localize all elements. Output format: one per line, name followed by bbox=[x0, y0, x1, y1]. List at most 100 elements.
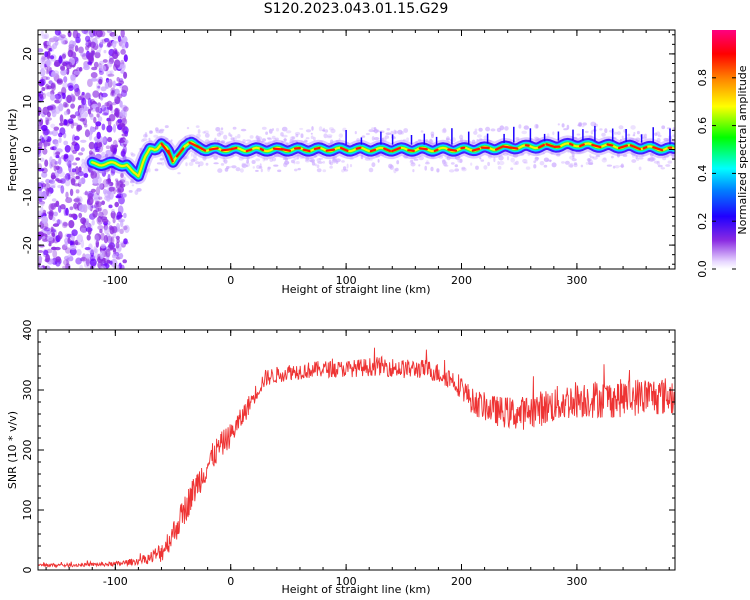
noise-speckle bbox=[93, 246, 97, 253]
noise-speckle bbox=[73, 83, 80, 93]
noise-speckle bbox=[38, 255, 43, 262]
halo-dot bbox=[332, 158, 337, 162]
noise-speckle bbox=[80, 52, 87, 57]
halo-dot bbox=[656, 137, 661, 143]
halo-dot bbox=[341, 160, 345, 163]
noise-speckle bbox=[112, 253, 117, 259]
halo-dot bbox=[255, 169, 259, 172]
halo-dot bbox=[523, 161, 528, 164]
noise-speckle bbox=[45, 254, 50, 263]
noise-speckle bbox=[55, 256, 61, 263]
halo-dot bbox=[316, 168, 322, 173]
halo-dot bbox=[601, 132, 606, 137]
halo-dot bbox=[493, 157, 496, 163]
halo-dot bbox=[428, 140, 434, 145]
noise-speckle bbox=[50, 185, 56, 189]
halo-dot bbox=[138, 147, 143, 150]
noise-speckle bbox=[78, 196, 83, 204]
noise-speckle bbox=[48, 80, 53, 85]
halo-dot bbox=[331, 158, 337, 164]
halo-dot bbox=[231, 165, 237, 169]
halo-dot bbox=[552, 131, 555, 136]
noise-speckle bbox=[80, 256, 87, 262]
noise-speckle bbox=[52, 249, 58, 259]
noise-speckle bbox=[54, 161, 59, 165]
halo-dot bbox=[313, 136, 316, 141]
halo-dot bbox=[190, 152, 193, 157]
halo-dot bbox=[220, 140, 226, 144]
halo-dot bbox=[245, 139, 252, 142]
y-tick-label: 400 bbox=[21, 320, 34, 341]
halo-dot bbox=[564, 160, 570, 165]
halo-dot bbox=[310, 135, 314, 139]
halo-dot bbox=[266, 137, 271, 140]
noise-speckle bbox=[64, 173, 71, 181]
halo-dot bbox=[566, 124, 570, 130]
halo-dot bbox=[304, 139, 308, 143]
halo-dot bbox=[273, 153, 280, 158]
halo-dot bbox=[418, 155, 424, 161]
halo-dot bbox=[256, 138, 261, 143]
noise-speckle bbox=[97, 85, 101, 89]
halo-dot bbox=[161, 161, 165, 166]
halo-dot bbox=[572, 155, 575, 159]
halo-dot bbox=[329, 165, 333, 169]
noise-speckle bbox=[106, 125, 113, 133]
halo-dot bbox=[154, 168, 159, 172]
halo-dot bbox=[316, 164, 320, 169]
noise-speckle bbox=[57, 219, 61, 225]
noise-speckle bbox=[68, 154, 74, 162]
noise-speckle bbox=[114, 112, 118, 116]
halo-dot bbox=[663, 154, 670, 158]
noise-speckle bbox=[105, 145, 111, 149]
ridge-peak bbox=[325, 148, 336, 152]
halo-dot bbox=[454, 155, 461, 161]
noise-speckle bbox=[115, 242, 120, 249]
halo-dot bbox=[436, 168, 440, 173]
halo-dot bbox=[177, 172, 181, 175]
noise-speckle bbox=[55, 219, 63, 225]
noise-speckle bbox=[100, 39, 104, 45]
ridge-peak bbox=[302, 148, 311, 153]
halo-dot bbox=[198, 161, 204, 167]
halo-dot bbox=[654, 132, 658, 136]
noise-speckle bbox=[120, 193, 127, 198]
noise-speckle bbox=[44, 141, 49, 148]
halo-dot bbox=[142, 138, 148, 142]
noise-speckle bbox=[106, 235, 113, 244]
noise-speckle bbox=[92, 30, 98, 37]
noise-speckle bbox=[102, 112, 109, 116]
halo-dot bbox=[485, 126, 491, 132]
figure-title: S120.2023.043.01.15.G29 bbox=[263, 1, 449, 17]
ridge-peak bbox=[642, 146, 648, 150]
noise-speckle bbox=[75, 189, 80, 194]
halo-dot bbox=[195, 161, 200, 165]
noise-speckle bbox=[43, 33, 50, 40]
halo-dot bbox=[578, 122, 582, 126]
noise-speckle bbox=[100, 65, 107, 72]
noise-speckle bbox=[95, 30, 103, 38]
noise-speckle bbox=[66, 67, 70, 75]
halo-dot bbox=[551, 162, 557, 168]
noise-speckle bbox=[89, 41, 96, 48]
noise-speckle bbox=[75, 36, 81, 44]
top-x-axis-label: Height of straight line (km) bbox=[281, 283, 430, 296]
noise-speckle bbox=[61, 221, 68, 229]
halo-dot bbox=[371, 127, 376, 130]
noise-speckle bbox=[111, 33, 119, 40]
noise-speckle bbox=[111, 101, 117, 106]
halo-dot bbox=[141, 139, 145, 143]
ridge-peak bbox=[220, 148, 233, 152]
halo-dot bbox=[332, 155, 337, 160]
halo-dot bbox=[535, 157, 540, 160]
noise-speckle bbox=[97, 216, 102, 223]
noise-speckle bbox=[90, 171, 95, 176]
halo-dot bbox=[631, 159, 637, 163]
halo-dot bbox=[534, 123, 539, 129]
ridge-peak bbox=[167, 149, 174, 163]
noise-speckle bbox=[81, 97, 87, 106]
noise-speckle bbox=[67, 160, 72, 168]
halo-dot bbox=[202, 131, 206, 134]
halo-dot bbox=[327, 134, 333, 138]
halo-dot bbox=[291, 136, 296, 140]
